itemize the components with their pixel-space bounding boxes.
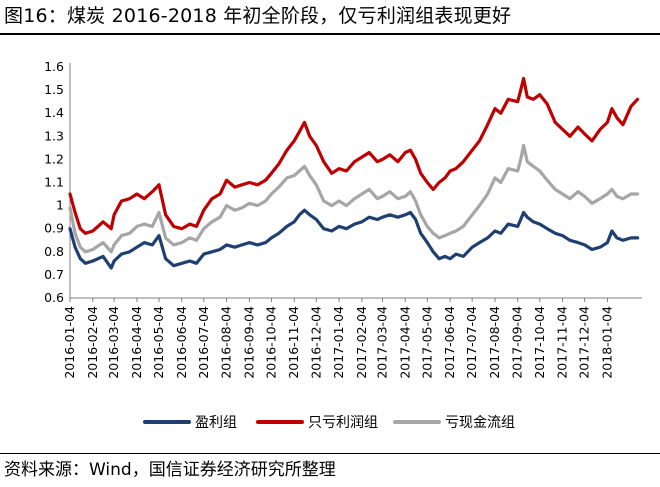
x-tick-label: 2016-07-04 [196, 306, 211, 379]
legend-label: 盈利组 [195, 415, 237, 431]
x-tick-label: 2016-08-04 [219, 306, 234, 379]
x-tick-label: 2017-03-04 [374, 306, 389, 379]
source-note: 资料来源：Wind，国信证券经济研究所整理 [4, 460, 336, 480]
legend: 盈利组 只亏利润组 亏现金流组 [143, 415, 515, 431]
series-line-1 [68, 208, 640, 270]
bottom-divider [0, 453, 660, 454]
y-tick-label: 1.4 [44, 105, 64, 120]
y-tick-label: 0.6 [44, 290, 64, 305]
y-tick-label: 1.5 [44, 82, 64, 97]
x-tick-label: 2017-04-04 [397, 306, 412, 379]
x-tick-label: 2017-06-04 [442, 306, 457, 379]
x-tick-label: 2017-10-04 [532, 306, 547, 379]
x-tick-label: 2017-05-04 [419, 306, 434, 379]
x-tick-label: 2016-09-04 [241, 306, 256, 379]
x-tick-label: 2018-01-04 [599, 306, 614, 379]
y-tick-label: 0.9 [44, 221, 64, 236]
y-tick-label: 1.1 [44, 175, 64, 190]
chart-axes [69, 63, 642, 299]
x-tick-label: 2016-06-04 [174, 306, 189, 379]
y-tick-label: 1.6 [44, 59, 64, 74]
x-tick-label: 2016-05-04 [151, 306, 166, 379]
figure-title: 图16：煤炭 2016-2018 年初全阶段，仅亏利润组表现更好 [4, 5, 512, 27]
series-line-3 [68, 143, 640, 254]
x-axis-ticks: 2016-01-04 2016-02-04 2016-03-04 2016-04-04… [62, 298, 614, 379]
x-tick-label: 2017-09-04 [510, 306, 525, 379]
x-tick-label: 2017-01-04 [331, 306, 346, 379]
x-tick-label: 2016-12-04 [308, 306, 323, 379]
line-chart: 1.6 1.5 1.4 1.3 1.2 1.1 1 0.9 0.8 0.7 0.6 2016-01-… [44, 59, 642, 431]
x-tick-label: 2016-01-04 [62, 306, 77, 379]
series-lines [68, 76, 640, 270]
x-tick-label: 2017-08-04 [487, 306, 502, 379]
legend-label: 亏现金流组 [445, 415, 515, 431]
y-tick-label: 1 [56, 198, 64, 213]
legend-label: 只亏利润组 [308, 415, 378, 431]
y-tick-label: 0.7 [44, 267, 64, 282]
x-tick-label: 2016-11-04 [286, 306, 301, 379]
x-tick-label: 2017-11-04 [555, 306, 570, 379]
y-tick-label: 0.8 [44, 244, 64, 259]
y-tick-label: 1.2 [44, 151, 64, 166]
x-tick-label: 2016-03-04 [106, 306, 121, 379]
x-tick-label: 2017-12-04 [577, 306, 592, 379]
series-line-2 [68, 76, 640, 235]
y-tick-label: 1.3 [44, 128, 64, 143]
x-tick-label: 2016-02-04 [85, 306, 100, 379]
x-tick-label: 2016-04-04 [129, 306, 144, 379]
x-tick-label: 2016-10-04 [263, 306, 278, 379]
top-divider [0, 33, 660, 35]
x-tick-label: 2017-02-04 [354, 306, 369, 379]
y-axis-ticks: 1.6 1.5 1.4 1.3 1.2 1.1 1 0.9 0.8 0.7 0.6 [44, 59, 64, 305]
x-tick-label: 2017-07-04 [464, 306, 479, 379]
